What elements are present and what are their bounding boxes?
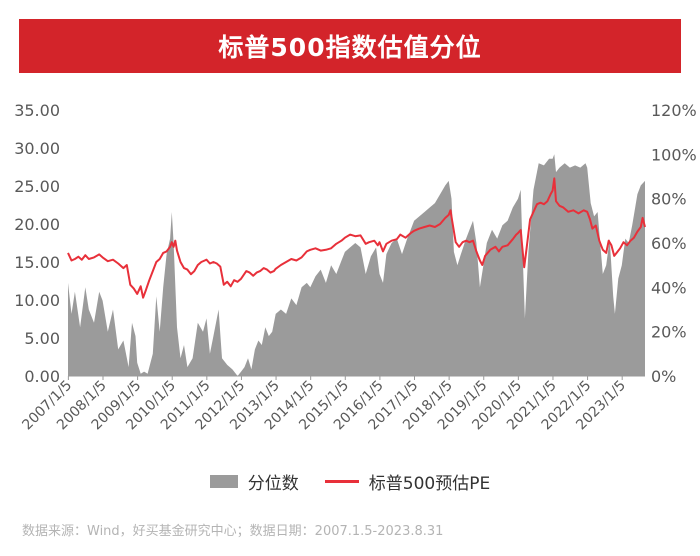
legend-label-pe: 标普500预估PE bbox=[368, 473, 491, 494]
y-left-tick-label: 30.00 bbox=[14, 139, 60, 158]
legend: 分位数 标普500预估PE bbox=[0, 467, 700, 495]
percentile-area-layer bbox=[68, 154, 645, 376]
y-right-tick-label: 60% bbox=[651, 234, 687, 253]
y-right-tick-label: 100% bbox=[651, 145, 697, 164]
y-right-tick-label: 0% bbox=[651, 367, 676, 386]
y-left-tick-label: 20.00 bbox=[14, 215, 60, 234]
pe-line bbox=[67, 177, 646, 299]
y-right-tick-label: 120% bbox=[651, 101, 697, 120]
y-left-tick-label: 15.00 bbox=[14, 253, 60, 272]
y-left-tick-label: 5.00 bbox=[24, 329, 60, 348]
y-left-tick-label: 35.00 bbox=[14, 101, 60, 120]
legend-area-swatch bbox=[209, 474, 238, 488]
y-left-tick-label: 10.00 bbox=[14, 291, 60, 310]
legend-label-percentile: 分位数 bbox=[247, 473, 299, 494]
y-left-tick-label: 25.00 bbox=[14, 177, 60, 196]
y-left-tick-label: 0.00 bbox=[24, 367, 60, 386]
legend-line-swatch bbox=[324, 479, 359, 483]
legend-item-pe: 标普500预估PE bbox=[324, 469, 491, 494]
legend-item-percentile: 分位数 bbox=[209, 469, 299, 494]
percentile-area bbox=[68, 154, 645, 376]
axis-layer: 0.00 5.00 10.00 15.00 20.00 25.00 30.00 35.00 0%… bbox=[14, 101, 697, 433]
chart-title: 标普500指数估值分位 bbox=[218, 33, 482, 62]
title-banner: 标普500指数估值分位 bbox=[19, 19, 681, 73]
y-right-tick-label: 20% bbox=[651, 323, 687, 342]
chart-canvas: 0.00 5.00 10.00 15.00 20.00 25.00 30.00 35.00 0%… bbox=[14, 101, 697, 433]
source-note: 数据来源：Wind，好买基金研究中心；数据日期：2007.1.5-2023.8.… bbox=[22, 524, 444, 539]
pe-line-layer bbox=[67, 177, 646, 299]
y-right-tick-label: 40% bbox=[651, 278, 687, 297]
y-right-tick-label: 80% bbox=[651, 190, 687, 209]
